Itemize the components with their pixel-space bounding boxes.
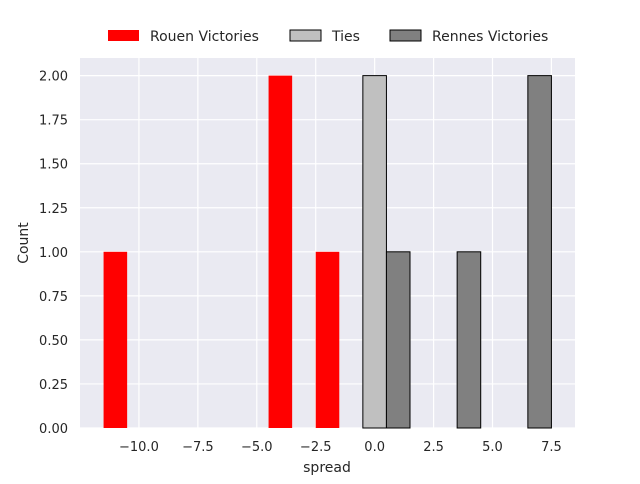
- legend-swatch: [289, 29, 322, 42]
- bar-rennes-victories: [456, 251, 482, 429]
- y-tick-labels: 0.00 0.25 0.50 0.75 1.00 1.25 1.50 1.75 2.00: [39, 70, 68, 437]
- x-tick-label: −7.5: [182, 440, 214, 455]
- bar-rennes-victories: [385, 251, 411, 429]
- x-axis-label: spread: [303, 460, 351, 476]
- x-tick-label: 7.5: [541, 440, 562, 455]
- y-tick-label: 1.50: [39, 158, 68, 173]
- x-tick-label: 2.5: [423, 440, 444, 455]
- bar-ties: [362, 75, 387, 429]
- y-axis-label: Count: [16, 222, 32, 264]
- x-tick-label: −10.0: [119, 440, 159, 455]
- bars-group: [103, 75, 552, 429]
- x-tick-labels: −10.0 −7.5 −5.0 −2.5 0.0 2.5 5.0 7.5: [119, 440, 562, 455]
- y-tick-label: 1.00: [39, 246, 68, 261]
- x-tick-label: 5.0: [482, 440, 503, 455]
- x-tick-label: 0.0: [364, 440, 385, 455]
- bar-rouen-victories: [268, 75, 293, 428]
- y-tick-label: 0.50: [39, 334, 68, 349]
- x-tick-label: −2.5: [300, 440, 332, 455]
- legend-swatch: [389, 29, 422, 42]
- bar-rouen-victories: [103, 251, 128, 428]
- legend-swatch: [108, 30, 139, 41]
- x-tick-label: −5.0: [241, 440, 273, 455]
- legend-label: Rouen Victories: [150, 29, 259, 45]
- bar-rennes-victories: [527, 75, 552, 429]
- y-tick-label: 0.75: [39, 290, 68, 305]
- y-tick-label: 0.00: [39, 422, 68, 437]
- y-tick-label: 1.25: [39, 202, 68, 217]
- legend: Rouen Victories Ties Rennes Victories: [108, 29, 548, 45]
- bar-rouen-victories: [315, 251, 340, 428]
- legend-label: Ties: [331, 29, 360, 45]
- y-tick-label: 1.75: [39, 114, 68, 129]
- y-tick-label: 0.25: [39, 378, 68, 393]
- legend-label: Rennes Victories: [432, 29, 548, 45]
- y-tick-label: 2.00: [39, 70, 68, 85]
